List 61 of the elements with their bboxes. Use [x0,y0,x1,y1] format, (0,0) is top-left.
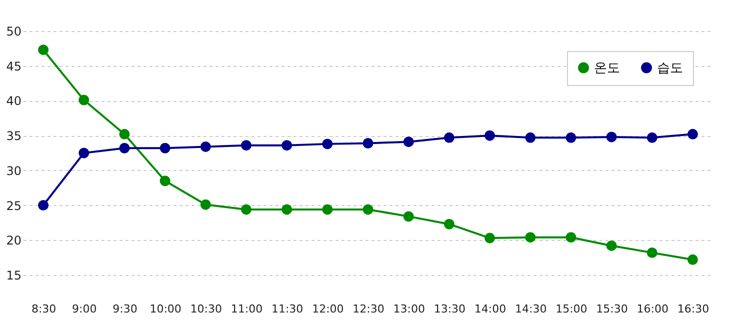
y-tick-label: 15 [6,268,22,282]
x-tick-label: 13:30 [434,302,466,316]
point [38,200,49,211]
point [687,128,698,140]
point [240,140,252,151]
x-tick-label: 15:00 [556,302,588,316]
y-tick-label: 35 [6,129,22,144]
point [525,132,536,143]
y-tick-label: 45 [6,59,22,74]
point [606,240,617,251]
point [484,232,496,244]
x-tick-label: 11:00 [230,302,263,316]
y-tick-label: 50 [6,24,22,38]
point [484,130,496,141]
point [566,132,576,143]
x-tick-label: 9:00 [72,302,97,316]
point [119,128,130,140]
x-tick-label: 11:30 [271,302,304,316]
point [119,142,130,154]
x-tick-label: 16:00 [636,302,668,316]
y-tick-label: 30 [6,164,22,178]
point [606,132,617,142]
point [200,141,211,152]
x-tick-label: 8:30 [31,302,56,316]
point [646,132,658,143]
point [444,218,454,230]
point [646,247,658,258]
point [444,132,454,143]
legend-label: 습도 [657,60,683,76]
point [78,94,90,106]
x-tick-label: 10:30 [190,302,222,316]
point [525,232,536,243]
x-tick-label: 10:00 [150,302,182,316]
point [38,44,49,56]
point [687,254,698,265]
y-tick-label: 25 [6,198,22,213]
point [240,204,252,215]
point [160,142,170,154]
point [282,204,292,215]
point [403,211,414,222]
point [403,136,414,148]
legend-label: 온도 [594,60,620,76]
y-tick-label: 40 [6,94,22,108]
point [566,232,576,243]
point [362,138,374,148]
x-tick-label: 13:00 [393,302,425,316]
x-tick-label: 14:00 [474,302,506,316]
x-tick-label: 9:30 [112,302,138,316]
point [160,176,170,186]
point [282,140,292,151]
x-tick-label: 12:30 [352,302,384,316]
x-tick-label: 16:30 [677,302,710,316]
x-tick-label: 15:30 [596,302,628,316]
y-tick-label: 20 [6,234,22,248]
point [322,138,333,150]
point [78,148,90,158]
x-tick-label: 12:00 [312,302,344,316]
point [322,204,333,215]
point [362,204,374,215]
point [200,199,211,210]
x-tick-label: 14:30 [515,302,547,316]
